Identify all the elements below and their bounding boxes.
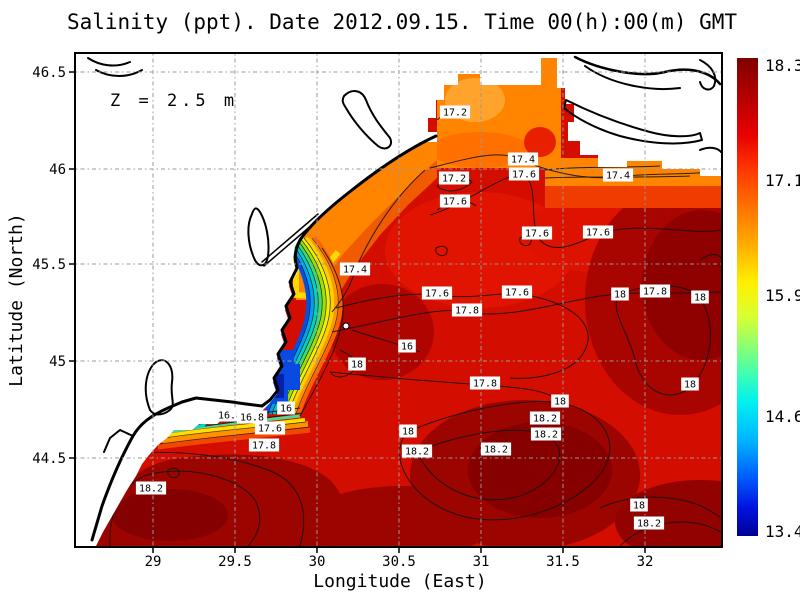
x-tick-label: 29 [145, 554, 162, 570]
plot-title: Salinity (ppt). Date 2012.09.15. Time 00… [67, 10, 737, 34]
contour-label: 18 [611, 287, 629, 301]
contour-label: 16.8 [236, 410, 268, 424]
y-tick-label: 46 [49, 162, 66, 178]
contour-label: 17.6 [582, 225, 614, 239]
colorbar-tick-label: 15.9 [765, 286, 800, 305]
contour-label: 18.2 [529, 411, 561, 425]
svg-text:17.2: 17.2 [443, 108, 467, 119]
colorbar [737, 58, 758, 536]
contour-label: 17.4 [507, 152, 539, 166]
colorbar-tick-label: 18.3 [765, 56, 800, 75]
y-tick-label: 44.5 [32, 451, 66, 467]
svg-text:18.2: 18.2 [484, 445, 508, 456]
contour-label: 18.2 [135, 481, 167, 495]
depth-annotation: Z = 2.5 m [110, 91, 238, 111]
axis-ticks: 29 29.5 30 30.5 31 31.5 32 46.5 46 45.5 45 44.5 [32, 65, 653, 570]
svg-text:17.4: 17.4 [606, 171, 630, 182]
contour-label: 16 [398, 339, 416, 353]
svg-text:18: 18 [402, 427, 414, 438]
y-axis-title: Latitude (North) [6, 213, 27, 386]
x-tick-label: 31 [473, 554, 490, 570]
contour-label: 18 [399, 424, 417, 438]
contour-label: 18 [630, 498, 648, 512]
contour-label: 18.2 [480, 442, 512, 456]
contour-label: 18.2 [530, 427, 562, 441]
land-mask [76, 54, 721, 546]
svg-text:17.8: 17.8 [473, 379, 497, 390]
svg-text:17.6: 17.6 [512, 170, 536, 181]
y-tick-label: 45.5 [32, 257, 66, 273]
contour-label: 17.2 [439, 105, 471, 119]
svg-text:16.8: 16.8 [218, 411, 242, 422]
svg-text:18: 18 [614, 290, 626, 301]
contour-label: 17.8 [469, 376, 501, 390]
x-tick-label: 29.5 [218, 554, 252, 570]
contour-label: 17.2 [438, 171, 470, 185]
station-marker [342, 322, 350, 330]
contour-label: 17.4 [339, 262, 371, 276]
map-field [76, 54, 721, 546]
svg-text:18: 18 [694, 293, 706, 304]
contour-label: 17.8 [639, 284, 671, 298]
contour-label: 17.8 [248, 438, 280, 452]
y-tick-label: 46.5 [32, 65, 66, 81]
coastline [87, 55, 721, 542]
svg-text:18: 18 [633, 501, 645, 512]
contour-label: 17.8 [451, 303, 483, 317]
contour-label: 17.6 [439, 194, 471, 208]
contour-label: 17.6 [521, 226, 553, 240]
svg-text:17.4: 17.4 [511, 155, 535, 166]
svg-text:17.6: 17.6 [586, 228, 610, 239]
svg-text:18.2: 18.2 [637, 519, 661, 530]
contour-label: 18.2 [401, 444, 433, 458]
y-tick-label: 45 [49, 354, 66, 370]
contour-label: 17.4 [602, 168, 634, 182]
svg-text:17.6: 17.6 [525, 229, 549, 240]
svg-text:17.6: 17.6 [425, 289, 449, 300]
svg-text:17.6: 17.6 [443, 197, 467, 208]
svg-text:18.2: 18.2 [533, 414, 557, 425]
svg-text:18: 18 [351, 360, 363, 371]
svg-text:17.4: 17.4 [343, 265, 367, 276]
graticule [76, 54, 721, 546]
colorbar-tick-labels: 18.3 17.1 15.9 14.6 13.4 [765, 56, 800, 541]
svg-text:18: 18 [684, 380, 696, 391]
contour-label: 18 [551, 394, 569, 408]
svg-text:18.2: 18.2 [139, 484, 163, 495]
svg-text:17.2: 17.2 [442, 174, 466, 185]
svg-text:18.2: 18.2 [534, 430, 558, 441]
svg-text:17.8: 17.8 [252, 441, 276, 452]
x-axis-title: Longitude (East) [313, 571, 486, 592]
contour-label: 18 [348, 357, 366, 371]
contour-label: 16 [277, 401, 295, 415]
x-tick-label: 32 [637, 554, 654, 570]
colorbar-tick-label: 17.1 [765, 171, 800, 190]
svg-text:16: 16 [280, 404, 292, 415]
contour-label: 17.6 [421, 286, 453, 300]
contour-label: 17.6 [508, 167, 540, 181]
contour-label: 18 [691, 290, 709, 304]
svg-text:16: 16 [401, 342, 413, 353]
x-tick-label: 30.5 [382, 554, 416, 570]
svg-text:18: 18 [554, 397, 566, 408]
contour-label: 17.6 [501, 285, 533, 299]
svg-text:17.6: 17.6 [505, 288, 529, 299]
colorbar-tick-label: 13.4 [765, 522, 800, 541]
svg-text:17.8: 17.8 [643, 287, 667, 298]
svg-text:17.8: 17.8 [455, 306, 479, 317]
svg-text:17.6: 17.6 [258, 424, 282, 435]
x-tick-label: 30 [309, 554, 326, 570]
svg-text:16.8: 16.8 [240, 413, 264, 424]
contour-label: 18 [681, 377, 699, 391]
x-tick-label: 31.5 [546, 554, 580, 570]
contour-label: 18.2 [633, 516, 665, 530]
contour-label: 17.6 [254, 421, 286, 435]
contour-labels: 17.2 17.4 17.6 17.2 17.6 17.4 17.4 17.6 17.6 17.6… [135, 105, 709, 530]
svg-text:18.2: 18.2 [405, 447, 429, 458]
colorbar-tick-label: 14.6 [765, 407, 800, 426]
